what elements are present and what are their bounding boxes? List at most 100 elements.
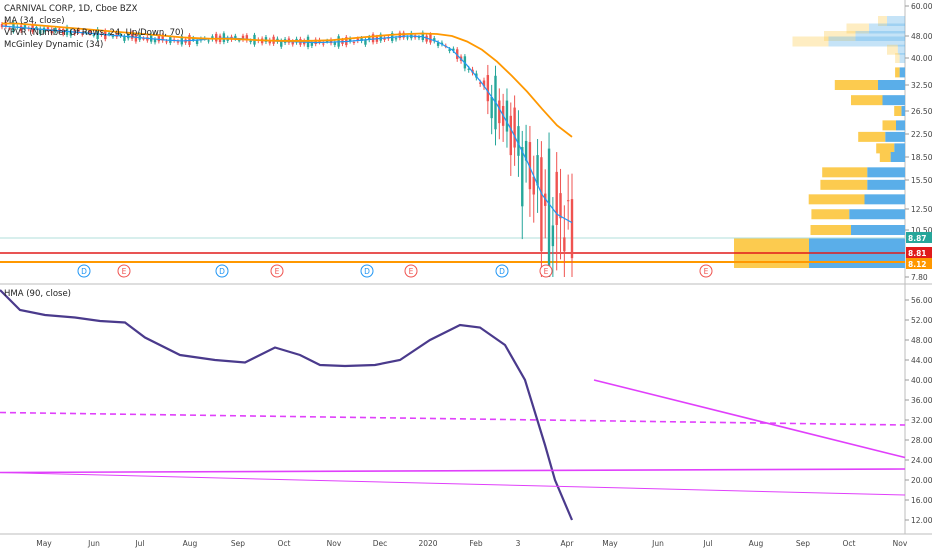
candle-body bbox=[456, 49, 459, 59]
vp-bar-down bbox=[869, 23, 905, 34]
candle-body bbox=[452, 48, 455, 51]
x-tick-label: Jul bbox=[702, 539, 712, 548]
price-tag-bg bbox=[906, 247, 932, 258]
candle-body bbox=[192, 38, 195, 40]
candle-body bbox=[524, 140, 528, 161]
candle-body bbox=[280, 40, 283, 47]
candle-body bbox=[149, 34, 153, 42]
y-tick-label: 48.00 bbox=[911, 336, 932, 345]
vp-bar-up bbox=[811, 209, 850, 220]
vp-bar-down bbox=[867, 179, 905, 190]
y-tick-label: 28.00 bbox=[911, 436, 932, 445]
y-tick-label: 22.50 bbox=[911, 130, 932, 139]
trend-line bbox=[593, 379, 906, 459]
event-label: E bbox=[544, 267, 549, 276]
candle-body bbox=[528, 142, 532, 190]
y-tick-label: 18.50 bbox=[911, 153, 932, 162]
y-tick-label: 16.00 bbox=[911, 496, 932, 505]
y-tick-label: 12.00 bbox=[911, 516, 932, 525]
legend-mcginley[interactable]: McGinley Dynamic (34) bbox=[4, 40, 104, 50]
candle-body bbox=[161, 35, 164, 41]
candle-body bbox=[490, 97, 493, 119]
candle-body bbox=[467, 68, 470, 70]
vp-bar-up bbox=[858, 131, 886, 142]
vp-bar-up bbox=[895, 53, 900, 63]
candle-body bbox=[234, 35, 237, 39]
candle-body bbox=[325, 40, 329, 42]
candle-body bbox=[371, 34, 375, 43]
event-label: D bbox=[81, 267, 87, 276]
event-marker bbox=[360, 264, 374, 278]
candle-body bbox=[559, 193, 562, 219]
candle-body bbox=[417, 37, 421, 39]
event-marker bbox=[270, 264, 284, 278]
candle-body bbox=[69, 30, 73, 36]
vp-bar-down bbox=[878, 80, 905, 90]
candle-body bbox=[211, 36, 214, 40]
candle-body bbox=[107, 32, 111, 35]
x-tick-label: Oct bbox=[278, 539, 291, 548]
candle-body bbox=[566, 200, 570, 202]
event-label: E bbox=[704, 267, 709, 276]
hma-line bbox=[0, 289, 574, 521]
vp-bar-up bbox=[882, 120, 896, 131]
candle-body bbox=[268, 39, 271, 44]
candle-body bbox=[264, 37, 268, 42]
vp-bar-up bbox=[810, 225, 851, 235]
candle-body bbox=[322, 43, 325, 45]
vp-bar-down bbox=[894, 143, 905, 154]
candle-body bbox=[142, 38, 145, 40]
candle-body bbox=[138, 34, 141, 40]
mcginley-line bbox=[2, 22, 573, 138]
legend-vpvr[interactable]: VPVR (Number Of Rows, 24, Up/Down, 70) bbox=[4, 28, 184, 38]
candle-body bbox=[88, 30, 92, 34]
event-marker bbox=[117, 264, 131, 278]
event-marker bbox=[495, 264, 509, 278]
vp-bar-up bbox=[887, 44, 898, 55]
legend-ma[interactable]: MA (34, close) bbox=[4, 16, 65, 26]
candle-body bbox=[406, 37, 409, 39]
vp-bar-down bbox=[867, 167, 905, 178]
vp-bar-up bbox=[834, 80, 878, 90]
candle-body bbox=[237, 40, 241, 42]
vp-bar-up bbox=[808, 194, 865, 205]
vp-bar-down bbox=[828, 36, 905, 47]
price-tag-bg bbox=[906, 258, 932, 269]
y-tick-label: 32.00 bbox=[911, 416, 932, 425]
candle-body bbox=[157, 36, 161, 42]
x-tick-label: Jun bbox=[87, 539, 100, 548]
candle-body bbox=[23, 25, 27, 29]
y-tick-label: 26.50 bbox=[911, 107, 932, 116]
vp-bar-down bbox=[890, 152, 905, 162]
candle-body bbox=[410, 32, 413, 39]
candle-body bbox=[249, 40, 252, 43]
candle-body bbox=[364, 39, 367, 45]
vp-bar-up bbox=[878, 16, 887, 26]
event-label: E bbox=[275, 267, 280, 276]
candle-body bbox=[241, 35, 245, 40]
price-tag: 8.12 bbox=[908, 260, 927, 269]
vp-bar-down bbox=[899, 53, 905, 63]
legend-hma[interactable]: HMA (90, close) bbox=[4, 289, 71, 299]
y-tick-label: 12.50 bbox=[911, 205, 932, 214]
x-tick-label: May bbox=[602, 539, 618, 548]
candle-body bbox=[433, 38, 436, 42]
candle-body bbox=[153, 39, 157, 43]
event-label: E bbox=[122, 267, 127, 276]
candle-body bbox=[54, 28, 57, 32]
candle-body bbox=[356, 38, 359, 41]
event-marker bbox=[77, 264, 91, 278]
x-tick-label: Jul bbox=[134, 539, 144, 548]
trend-line bbox=[0, 411, 906, 426]
candle-body bbox=[314, 39, 317, 45]
candle-body bbox=[536, 155, 539, 186]
vp-bar-down bbox=[882, 95, 905, 106]
candle-body bbox=[81, 33, 84, 35]
event-marker bbox=[404, 264, 418, 278]
candle-body bbox=[329, 39, 333, 44]
candle-body bbox=[532, 176, 535, 195]
legend-symbol[interactable]: CARNIVAL CORP, 1D, Cboe BZX bbox=[4, 4, 138, 14]
candle-body bbox=[119, 33, 122, 36]
candle-body bbox=[436, 42, 440, 46]
